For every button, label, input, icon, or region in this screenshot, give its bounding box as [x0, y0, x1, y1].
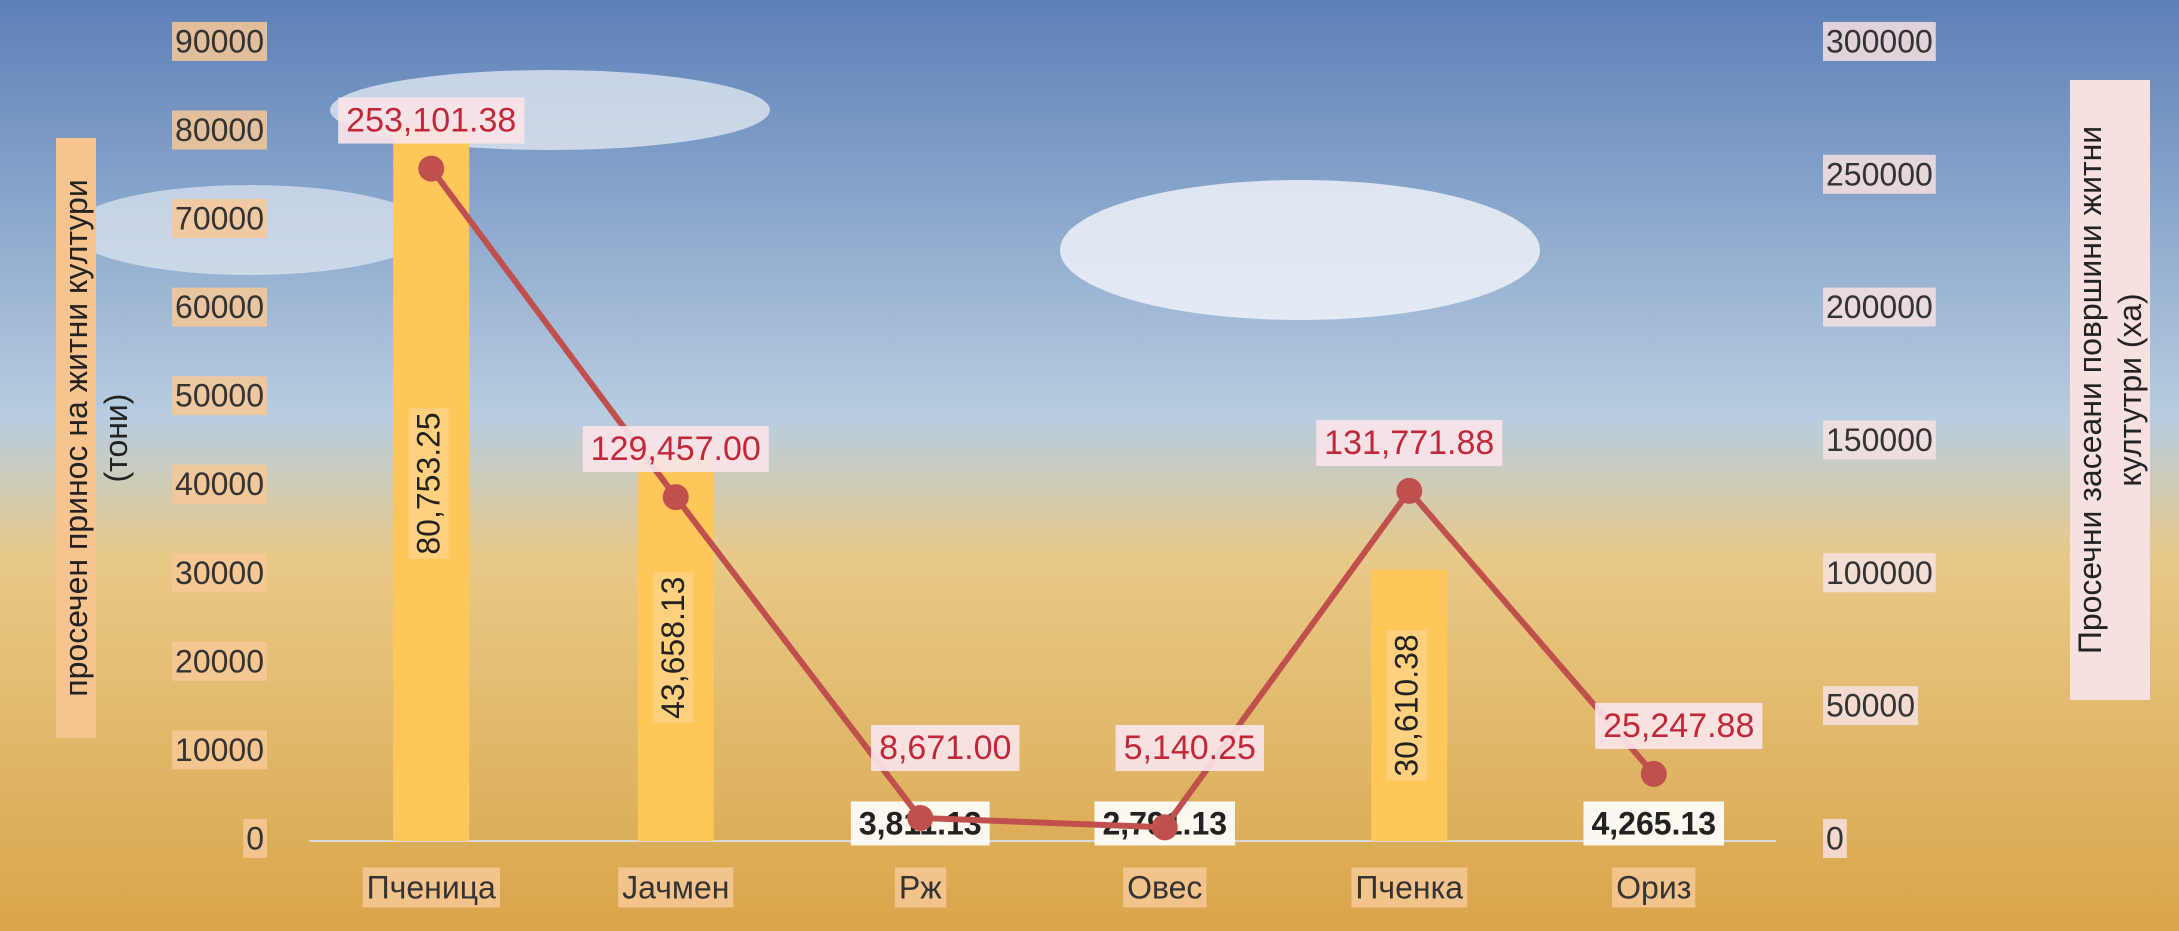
label-background — [1823, 287, 1936, 327]
label-background — [172, 553, 267, 593]
y-tick-label: 10000 — [175, 732, 264, 768]
label-background — [582, 426, 769, 473]
x-tick-label: Пченка — [1355, 869, 1463, 905]
label-background — [1595, 702, 1763, 749]
label-background — [172, 376, 267, 416]
y2-tick-label: 300000 — [1826, 23, 1933, 59]
line-point — [907, 804, 934, 831]
label-background — [618, 867, 734, 908]
label-background — [172, 287, 267, 327]
label-background — [1823, 21, 1936, 61]
label-background — [1612, 867, 1696, 908]
label-background — [172, 21, 267, 61]
label-background — [172, 110, 267, 150]
label-background — [894, 867, 947, 908]
label-background — [1386, 630, 1427, 781]
x-tick-label: Ориз — [1616, 869, 1691, 905]
line-value-label: 5,140.25 — [1124, 729, 1256, 767]
y-tick-label: 0 — [246, 820, 264, 856]
y-tick-label: 90000 — [175, 23, 264, 59]
cloud — [1060, 180, 1540, 320]
label-background — [1583, 801, 1725, 846]
label-background — [1823, 818, 1847, 858]
x-tick-label: Овес — [1127, 869, 1202, 905]
line-value-label: 131,771.88 — [1324, 424, 1494, 462]
y-tick-label: 20000 — [175, 643, 264, 679]
x-tick-label: Пченица — [367, 869, 496, 905]
y2-tick-label: 200000 — [1826, 289, 1933, 325]
label-background — [408, 408, 449, 559]
y-tick-label: 80000 — [175, 112, 264, 148]
y-axis-label: просечен принос на житни култури (тони) — [56, 138, 134, 738]
label-background — [362, 867, 501, 908]
y-tick-label: 60000 — [175, 289, 264, 325]
y2-tick-label: 150000 — [1826, 422, 1933, 458]
y2-tick-label: 0 — [1826, 820, 1844, 856]
label-background — [653, 572, 694, 723]
y-tick-label: 30000 — [175, 555, 264, 591]
label-background — [172, 464, 267, 504]
y-tick-label: 40000 — [175, 466, 264, 502]
x-tick-label: Рж — [899, 869, 942, 905]
label-background — [1316, 419, 1503, 466]
label-background — [172, 730, 267, 770]
label-background — [1115, 724, 1264, 771]
y2-tick-label: 50000 — [1826, 688, 1915, 724]
line-value-label: 8,671.00 — [879, 729, 1011, 767]
label-background — [172, 641, 267, 681]
line-value-label: 129,457.00 — [591, 430, 761, 468]
label-background — [338, 97, 525, 144]
label-background — [1823, 154, 1936, 194]
y2-tick-label: 100000 — [1826, 555, 1933, 591]
line-point — [662, 484, 689, 511]
label-background — [243, 818, 267, 858]
line-point — [1396, 477, 1423, 504]
label-background — [1823, 553, 1936, 593]
bar-value-label: 80,753.25 — [411, 412, 447, 554]
line-point — [1640, 760, 1667, 787]
label-background — [1123, 867, 1207, 908]
y2-tick-label: 250000 — [1826, 156, 1933, 192]
line-value-label: 253,101.38 — [346, 102, 516, 140]
y-tick-label: 50000 — [175, 378, 264, 414]
bar-value-label: 43,658.13 — [655, 577, 691, 719]
y2-axis-label: Просечни засеани површини житни култутри… — [2070, 80, 2150, 700]
label-background — [1351, 867, 1468, 908]
label-background — [1823, 420, 1936, 460]
x-tick-label: Јачмен — [622, 869, 729, 905]
label-background — [172, 199, 267, 239]
y-tick-label: 70000 — [175, 201, 264, 237]
line-value-label: 25,247.88 — [1603, 707, 1754, 745]
label-background — [1823, 686, 1918, 726]
line-point — [418, 155, 445, 182]
label-background — [871, 724, 1020, 771]
bar-value-label: 4,265.13 — [1591, 805, 1716, 841]
bar-value-label: 30,610.38 — [1389, 634, 1425, 776]
line-point — [1151, 814, 1178, 841]
